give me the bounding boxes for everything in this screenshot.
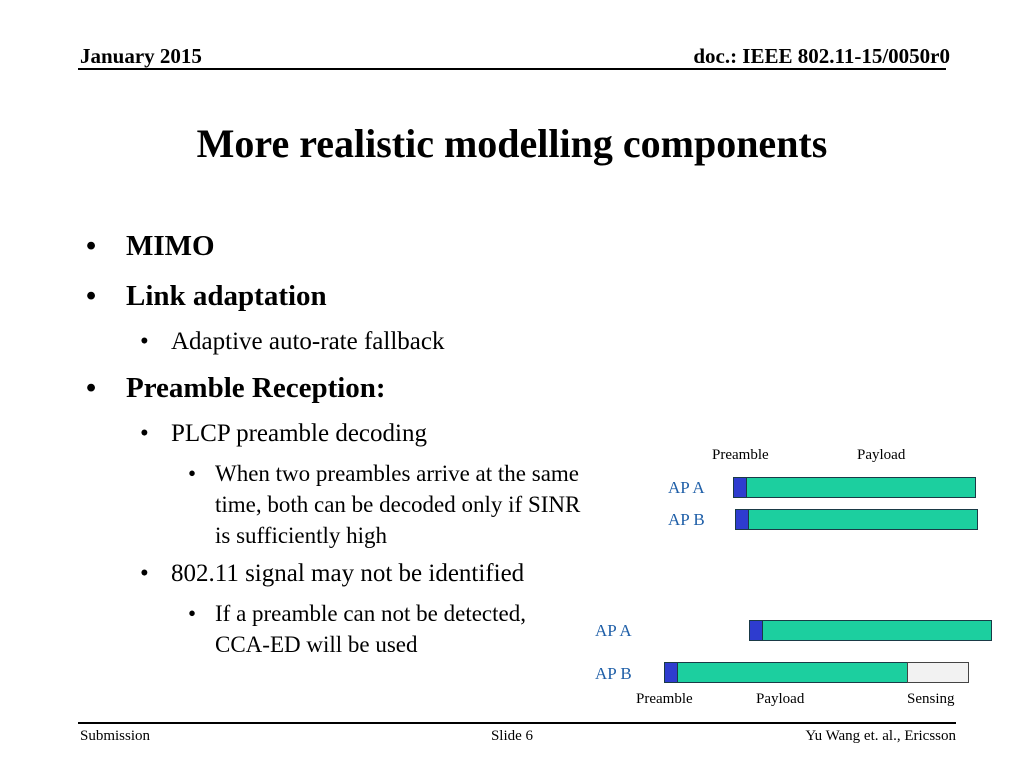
ap-a-label: AP A <box>668 478 705 497</box>
header-rule <box>78 68 946 70</box>
ap-a-payload-bar <box>746 477 976 498</box>
bullet-dot: • <box>188 601 197 626</box>
ap-b-payload-bar <box>677 662 908 683</box>
bullet-text: 802.11 signal may not be identified <box>171 560 525 587</box>
bullet-text: Preamble Reception: <box>126 372 386 404</box>
footer-slide-number: Slide 6 <box>490 728 534 744</box>
bullet-text-line: When two preambles arrive at the same <box>215 461 580 486</box>
payload-label: Payload <box>756 691 805 707</box>
payload-label: Payload <box>857 447 906 463</box>
ap-b-label: AP B <box>668 510 705 529</box>
bullet-text: MIMO <box>126 230 215 262</box>
footer-submission: Submission <box>80 728 151 744</box>
bullet-dot: • <box>140 420 149 447</box>
ap-a-label: AP A <box>595 621 632 640</box>
bullet-text: Link adaptation <box>126 280 327 312</box>
footer-rule <box>78 722 956 724</box>
preamble-label: Preamble <box>636 691 693 707</box>
bullet-text-line: If a preamble can not be detected, <box>215 601 526 626</box>
bullet-dot: • <box>140 328 149 355</box>
ap-b-preamble-bar <box>664 662 678 683</box>
ap-b-sensing-bar <box>907 662 969 683</box>
header-doc-id: doc.: IEEE 802.11-15/0050r0 <box>693 44 950 68</box>
ap-a-preamble-bar <box>749 620 763 641</box>
footer-author: Yu Wang et. al., Ericsson <box>805 728 956 744</box>
bullet-dot: • <box>86 230 97 262</box>
bullet-text: PLCP preamble decoding <box>171 420 427 447</box>
sensing-label: Sensing <box>907 691 955 707</box>
bullet-dot: • <box>86 372 97 404</box>
ap-b-preamble-bar <box>735 509 749 530</box>
bullet-text: Adaptive auto-rate fallback <box>171 328 445 355</box>
slide-title: More realistic modelling components <box>196 121 828 166</box>
ap-b-label: AP B <box>595 664 632 683</box>
bullet-text-line: is sufficiently high <box>215 523 388 548</box>
bullet-dot: • <box>86 280 97 312</box>
bullet-dot: • <box>188 461 197 486</box>
ap-a-payload-bar <box>762 620 992 641</box>
header-date: January 2015 <box>80 44 202 68</box>
preamble-label: Preamble <box>712 447 769 463</box>
ap-a-preamble-bar <box>733 477 747 498</box>
bullet-text-line: time, both can be decoded only if SINR <box>215 492 581 517</box>
bullet-text-line: CCA-ED will be used <box>215 632 418 657</box>
bullet-dot: • <box>140 560 149 587</box>
ap-b-payload-bar <box>748 509 978 530</box>
